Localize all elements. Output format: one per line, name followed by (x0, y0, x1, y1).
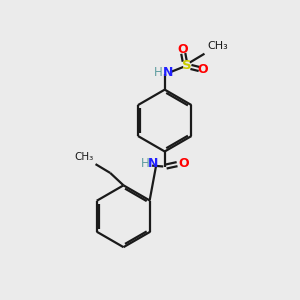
Text: N: N (148, 157, 159, 170)
Text: CH₃: CH₃ (207, 41, 228, 51)
Text: H: H (141, 157, 150, 170)
Text: O: O (198, 63, 208, 76)
Text: N: N (163, 66, 173, 80)
Text: O: O (178, 157, 189, 170)
Text: CH₃: CH₃ (75, 152, 94, 162)
Text: H: H (154, 66, 163, 80)
Text: O: O (177, 43, 188, 56)
Text: S: S (182, 59, 192, 72)
